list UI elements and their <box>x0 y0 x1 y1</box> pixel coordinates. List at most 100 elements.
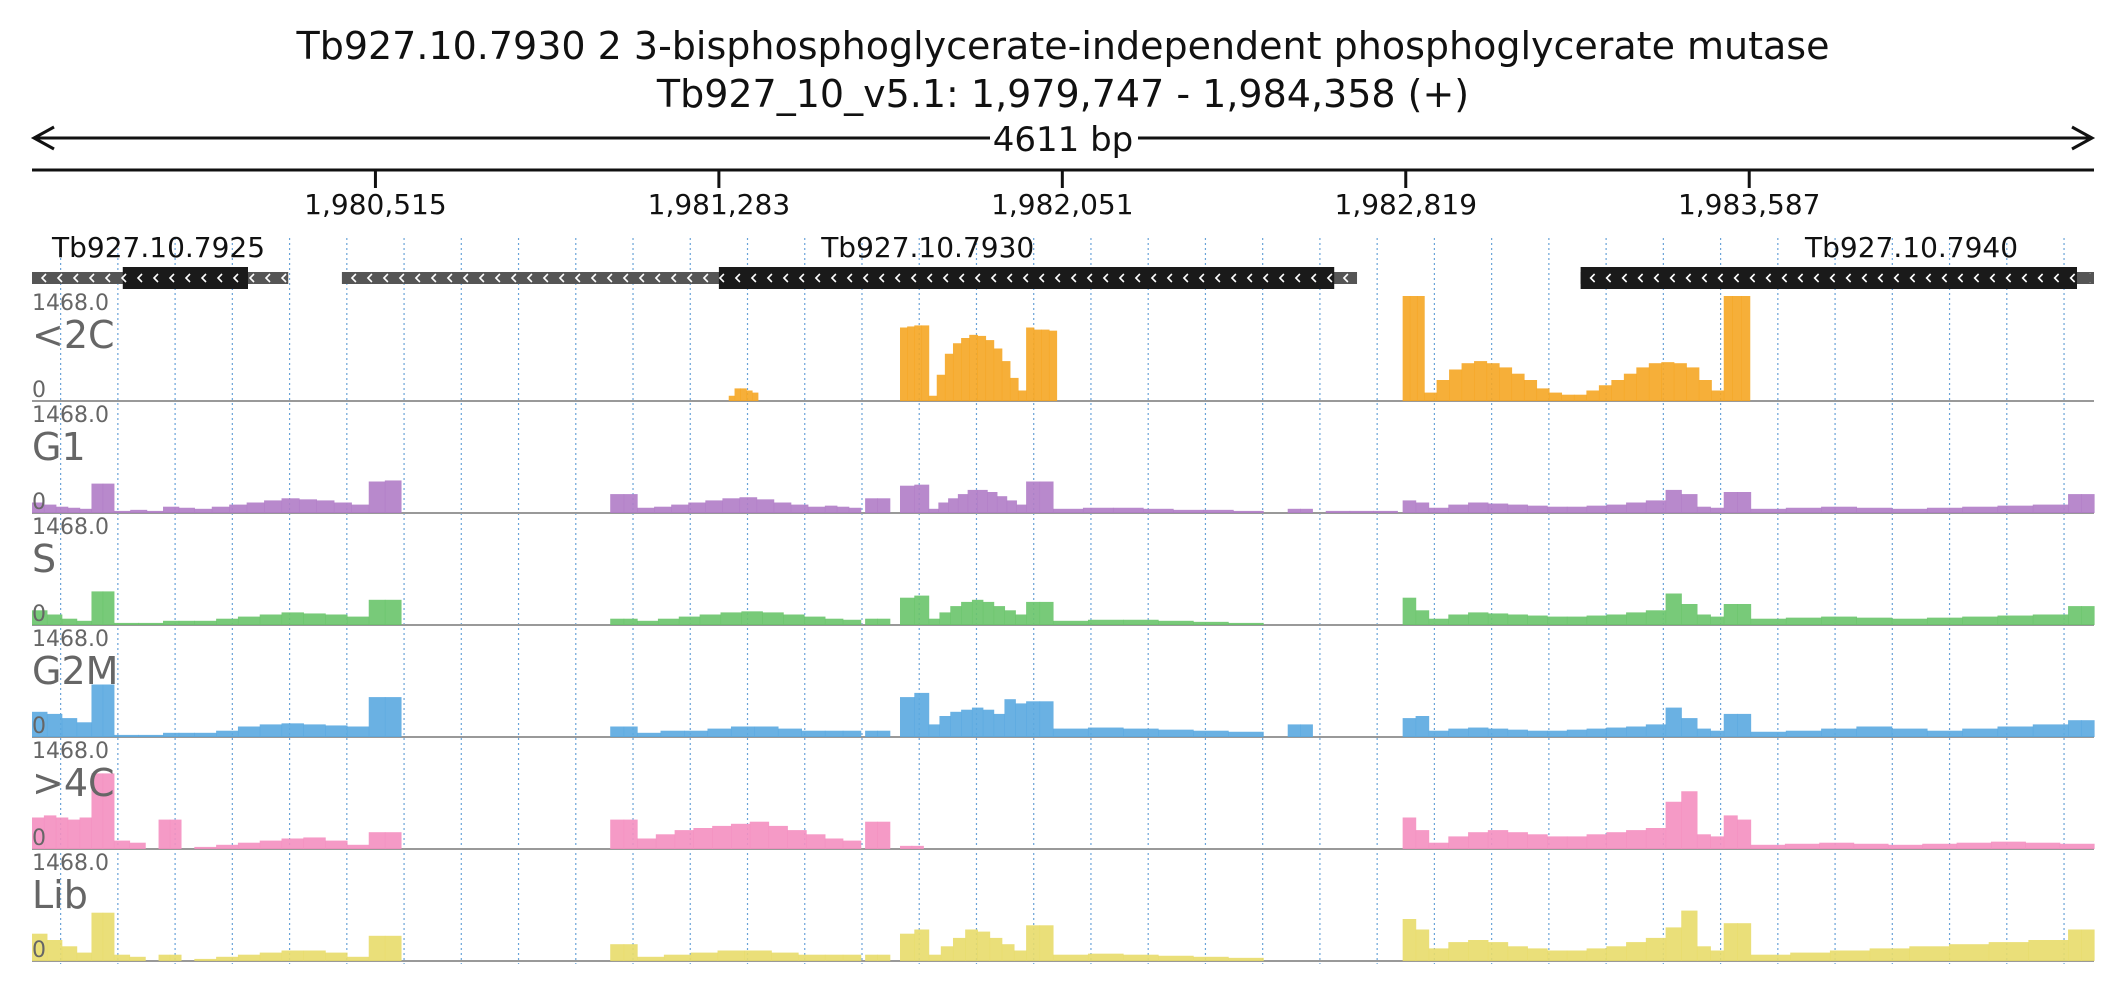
coverage-bar <box>325 725 348 737</box>
coverage-bar <box>1547 506 1568 513</box>
coverage-bar <box>1507 504 1528 513</box>
track-name-label: Lib <box>32 873 88 917</box>
coverage-bar <box>32 933 48 961</box>
strand-chevron-icon <box>1925 273 1932 283</box>
strand-chevron-icon <box>398 273 405 283</box>
strand-chevron-icon <box>910 273 917 283</box>
coverage-bar <box>368 697 386 737</box>
coverage-bar <box>1645 724 1667 737</box>
coverage-bar <box>1507 946 1528 961</box>
coverage-bar <box>1026 327 1035 401</box>
coverage-bar <box>384 697 402 737</box>
coverage-bar <box>1956 842 1992 849</box>
coverage-bar <box>1415 716 1430 737</box>
coverage-bar <box>1009 377 1019 401</box>
coverage-bar <box>1474 361 1488 401</box>
coverage-bar <box>1909 946 1950 961</box>
coverage-bar <box>783 614 805 625</box>
coverage-bar <box>1087 619 1124 625</box>
coverage-bar <box>1856 617 1893 625</box>
coverage-bar <box>728 395 736 401</box>
coverage-bar <box>977 335 987 401</box>
coverage-bar <box>1026 601 1041 625</box>
coverage-bar <box>1586 615 1607 625</box>
strand-chevron-icon <box>200 273 207 283</box>
coverage-bar <box>914 325 923 401</box>
coverage-bar <box>102 773 115 849</box>
strand-chevron-icon <box>1214 273 1221 283</box>
coverage-bar <box>705 500 724 513</box>
coverage-bar <box>1626 942 1647 961</box>
coverage-bar <box>1988 942 2029 961</box>
coverage-bar <box>264 500 283 513</box>
coverage-bar <box>950 606 962 625</box>
coverage-bar <box>1645 828 1667 849</box>
strand-chevron-icon <box>1893 273 1900 283</box>
coverage-bar <box>1193 956 1229 961</box>
coverage-bar <box>91 483 104 513</box>
coverage-bar <box>1566 616 1588 625</box>
coverage-bar <box>1819 842 1855 849</box>
coverage-bar <box>2068 929 2082 961</box>
coverage-bar <box>1586 390 1600 401</box>
coverage-bar <box>1626 612 1647 625</box>
coverage-bar <box>1039 701 1054 737</box>
coverage-bar <box>977 489 988 513</box>
track-max-label: 1468.0 <box>32 739 109 764</box>
strand-chevron-icon <box>974 273 981 283</box>
coverage-bar <box>1373 510 1398 513</box>
coverage-bar <box>1673 363 1687 401</box>
coverage-bar <box>1696 506 1711 513</box>
coverage-bar <box>842 730 862 737</box>
strand-chevron-icon <box>1310 273 1317 283</box>
coverage-bar <box>961 601 973 625</box>
coverage-bar <box>1415 502 1430 513</box>
strand-chevron-icon <box>1118 273 1125 283</box>
strand-chevron-icon <box>590 273 597 283</box>
coverage-bar <box>1623 373 1637 401</box>
gene-cds <box>718 267 1335 289</box>
coverage-bar <box>2081 606 2095 625</box>
coverage-bar <box>32 711 48 737</box>
coverage-bar <box>1006 500 1017 513</box>
coverage-bar <box>1527 730 1548 737</box>
strand-chevron-icon <box>1957 273 1964 283</box>
coverage-bar <box>1737 604 1752 625</box>
coverage-bar <box>928 508 939 513</box>
strand-chevron-icon <box>686 273 693 283</box>
coverage-bar <box>1566 836 1588 849</box>
coverage-bar <box>1606 727 1627 737</box>
coverage-bar <box>1233 510 1264 513</box>
strand-chevron-icon <box>248 273 255 283</box>
coverage-bar <box>2068 494 2082 513</box>
track-name-label: <2C <box>32 313 115 357</box>
coverage-bar <box>746 390 753 401</box>
coverage-bar <box>55 817 69 849</box>
coverage-bar <box>848 507 862 513</box>
coverage-bar <box>346 844 370 849</box>
coverage-bar <box>1696 834 1711 849</box>
coverage-bar <box>146 510 164 513</box>
coverage-bar <box>46 940 63 961</box>
coverage-bar <box>67 819 81 849</box>
coverage-bar <box>1112 507 1144 513</box>
coverage-bar <box>216 844 239 849</box>
coverage-bar <box>914 595 930 625</box>
coverage-bar <box>1547 616 1568 625</box>
coverage-bar <box>688 502 706 513</box>
coverage-bar <box>1033 329 1042 401</box>
coverage-bar <box>1487 942 1509 961</box>
strand-chevron-icon <box>782 273 789 283</box>
coverage-bar <box>1606 946 1627 961</box>
coverage-bar <box>961 709 973 737</box>
coverage-bar <box>2081 494 2095 513</box>
coverage-bar <box>663 954 692 961</box>
coverage-bar <box>1665 707 1682 737</box>
coverage-bar <box>1737 492 1752 513</box>
coverage-bar <box>1681 791 1698 849</box>
strand-chevron-icon <box>1182 273 1189 283</box>
coverage-bar <box>1636 367 1650 401</box>
coverage-bar <box>690 952 719 961</box>
coverage-bar <box>1648 363 1662 401</box>
